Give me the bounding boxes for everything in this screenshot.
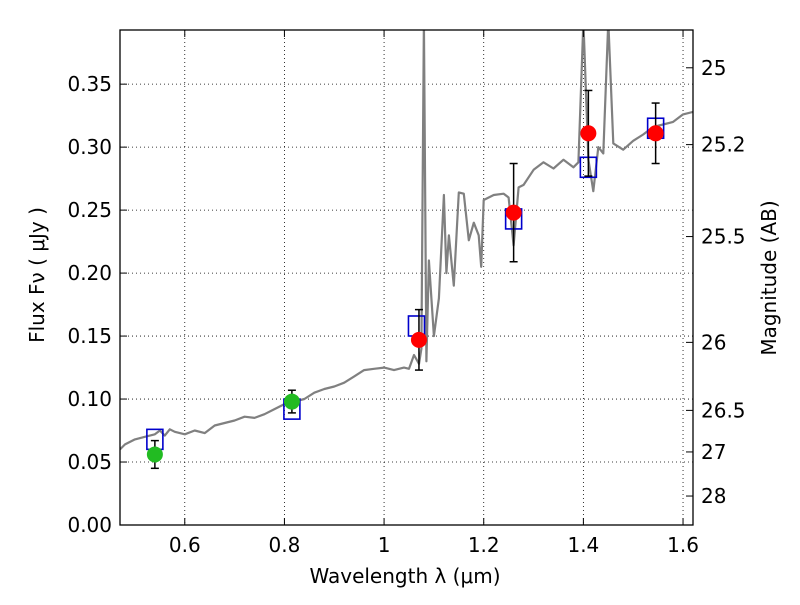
y2-tick-label: 25 <box>701 56 726 80</box>
x-tick-label: 1.6 <box>667 533 699 557</box>
ticks: 0.6 0.8 1 1.2 1.4 1.6 0.00 0.05 0.10 0.15 0.20 0.25… <box>67 30 746 557</box>
y2-tick-label: 25.2 <box>701 133 746 157</box>
y2-tick-label: 26.5 <box>701 398 746 422</box>
x-axis-title: Wavelength λ (μm) <box>309 564 500 588</box>
data-point <box>505 204 522 221</box>
y-tick-label: 0.05 <box>67 450 112 474</box>
series-layer <box>120 30 693 470</box>
y2-tick-label: 26 <box>701 330 726 354</box>
y-tick-label: 0.35 <box>67 72 112 96</box>
data-point <box>146 446 163 463</box>
x-tick-label: 1.2 <box>468 533 500 557</box>
y-tick-label: 0.20 <box>67 261 112 285</box>
y2-tick-label: 27 <box>701 440 726 464</box>
y2-tick-label: 28 <box>701 484 726 508</box>
y-tick-label: 0.00 <box>67 513 112 537</box>
x-tick-label: 1 <box>378 533 391 557</box>
spectrum-line <box>120 30 693 451</box>
data-point <box>580 125 597 142</box>
y2-axis-title: Magnitude (AB) <box>757 200 781 355</box>
data-point <box>283 393 300 410</box>
data-point <box>410 331 427 348</box>
plot-frame <box>119 29 694 526</box>
x-tick-label: 0.6 <box>169 533 201 557</box>
y-tick-label: 0.15 <box>67 324 112 348</box>
x-tick-label: 1.4 <box>567 533 599 557</box>
y-tick-label: 0.25 <box>67 198 112 222</box>
x-tick-label: 0.8 <box>269 533 301 557</box>
y2-tick-label: 25.5 <box>701 225 746 249</box>
y-tick-label: 0.30 <box>67 135 112 159</box>
gridlines <box>120 30 693 526</box>
y-tick-label: 0.10 <box>67 387 112 411</box>
y-axis-title: Flux Fν ( μJy ) <box>25 207 49 343</box>
data-point <box>647 125 664 142</box>
